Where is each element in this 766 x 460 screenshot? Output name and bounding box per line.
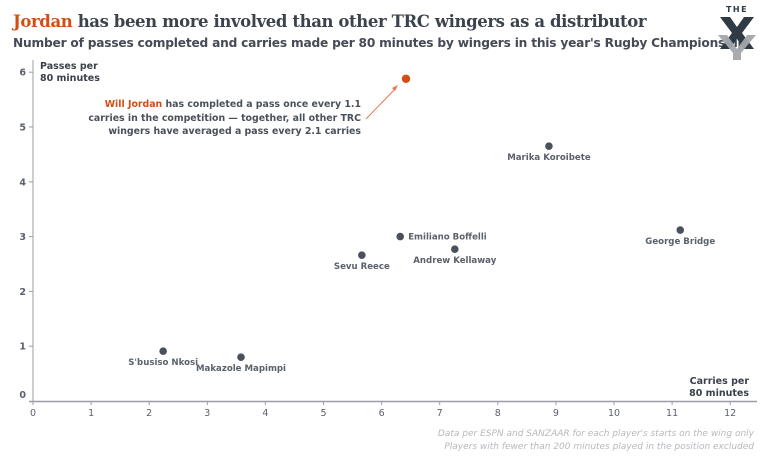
- annotation-arrow: [365, 85, 398, 120]
- data-point: [358, 251, 366, 260]
- data-point-group: [401, 74, 411, 83]
- x-tick-label: 1: [88, 408, 94, 419]
- source-line-2: Players with fewer than 200 minutes play…: [444, 442, 754, 452]
- the-x-logo: THE: [718, 5, 756, 60]
- x-tick-label: 4: [262, 408, 268, 419]
- source-line-1: Data per ESPN and SANZAAR for each playe…: [437, 429, 754, 439]
- annotation-arrow-head: [392, 85, 398, 91]
- y-tick-label: 1: [19, 342, 26, 353]
- annotation-text: Will Jordan has completed a pass once ev…: [61, 98, 361, 139]
- x-tick-label: 11: [666, 408, 678, 419]
- x-tick-label: 5: [320, 408, 326, 419]
- chart-title: Jordan has been more involved than other…: [13, 12, 647, 31]
- x-axis-title-line-1: Carries per: [690, 376, 750, 387]
- x-tick-label: 9: [553, 408, 559, 419]
- points: Marika Koroibete George Bridge Emiliano Bo…: [128, 74, 715, 374]
- data-point-group: Marika Koroibete: [507, 142, 591, 163]
- x-axis-title-line-2: 80 minutes: [689, 388, 749, 399]
- x-tick-label: 12: [724, 408, 736, 419]
- logo-text: THE: [726, 5, 748, 14]
- point-label: Sevu Reece: [334, 262, 390, 272]
- data-point: [401, 74, 411, 83]
- y-tick-label: 6: [19, 68, 26, 79]
- x-tick-label: 3: [204, 408, 210, 419]
- x-tick-label: 2: [146, 408, 152, 419]
- data-point: [237, 353, 245, 361]
- data-point-group: George Bridge: [645, 226, 715, 247]
- title-rest: has been more involved than other TRC wi…: [72, 12, 647, 31]
- y-axis-title-line-2: 80 minutes: [40, 73, 100, 84]
- chart-subtitle: Number of passes completed and carries m…: [13, 36, 747, 50]
- point-label: Andrew Kellaway: [413, 256, 496, 266]
- y-tick-label: 3: [19, 232, 26, 243]
- x-tick-label: 6: [379, 408, 385, 419]
- data-point-group: Andrew Kellaway: [413, 245, 497, 266]
- data-point: [159, 347, 167, 355]
- y-axis-title-line-1: Passes per: [40, 61, 98, 72]
- y-tick-label: 0: [19, 390, 26, 401]
- point-label: George Bridge: [645, 237, 715, 247]
- x-tick-label: 0: [30, 408, 36, 419]
- y-tick-label: 4: [19, 177, 26, 188]
- annotation-highlight: Will Jordan: [104, 99, 163, 110]
- axes: [29, 60, 757, 403]
- annotation-line-2: carries in the competition — together, a…: [88, 112, 361, 124]
- data-point-group: Emiliano Boffelli: [396, 232, 487, 243]
- data-point: [396, 232, 404, 241]
- y-tick-label: 5: [19, 123, 26, 134]
- point-label: Marika Koroibete: [507, 153, 591, 163]
- data-point: [676, 226, 685, 234]
- annotation-line-1: Will Jordan has completed a pass once ev…: [104, 99, 361, 110]
- x-tick-label: 10: [608, 408, 620, 419]
- logo-y-mark: [718, 35, 756, 60]
- point-label: Makazole Mapimpi: [196, 364, 286, 374]
- source-note: Data per ESPN and SANZAAR for each playe…: [438, 428, 754, 454]
- data-point-group: Sevu Reece: [334, 251, 390, 272]
- data-point: [545, 142, 553, 150]
- data-point: [451, 245, 459, 254]
- x-tick-label: 8: [495, 408, 501, 419]
- annotation-line-3: wingers have averaged a pass every 2.1 c…: [108, 126, 361, 137]
- data-point-group: S'busiso Nkosi: [128, 347, 198, 368]
- point-label: S'busiso Nkosi: [128, 358, 198, 368]
- point-label: Emiliano Boffelli: [408, 233, 487, 243]
- data-point-group: Makazole Mapimpi: [196, 353, 286, 374]
- title-highlight: Jordan: [13, 12, 73, 31]
- y-tick-label: 2: [19, 287, 26, 298]
- annotation-arrow-line: [365, 87, 397, 120]
- x-tick-label: 7: [437, 408, 443, 419]
